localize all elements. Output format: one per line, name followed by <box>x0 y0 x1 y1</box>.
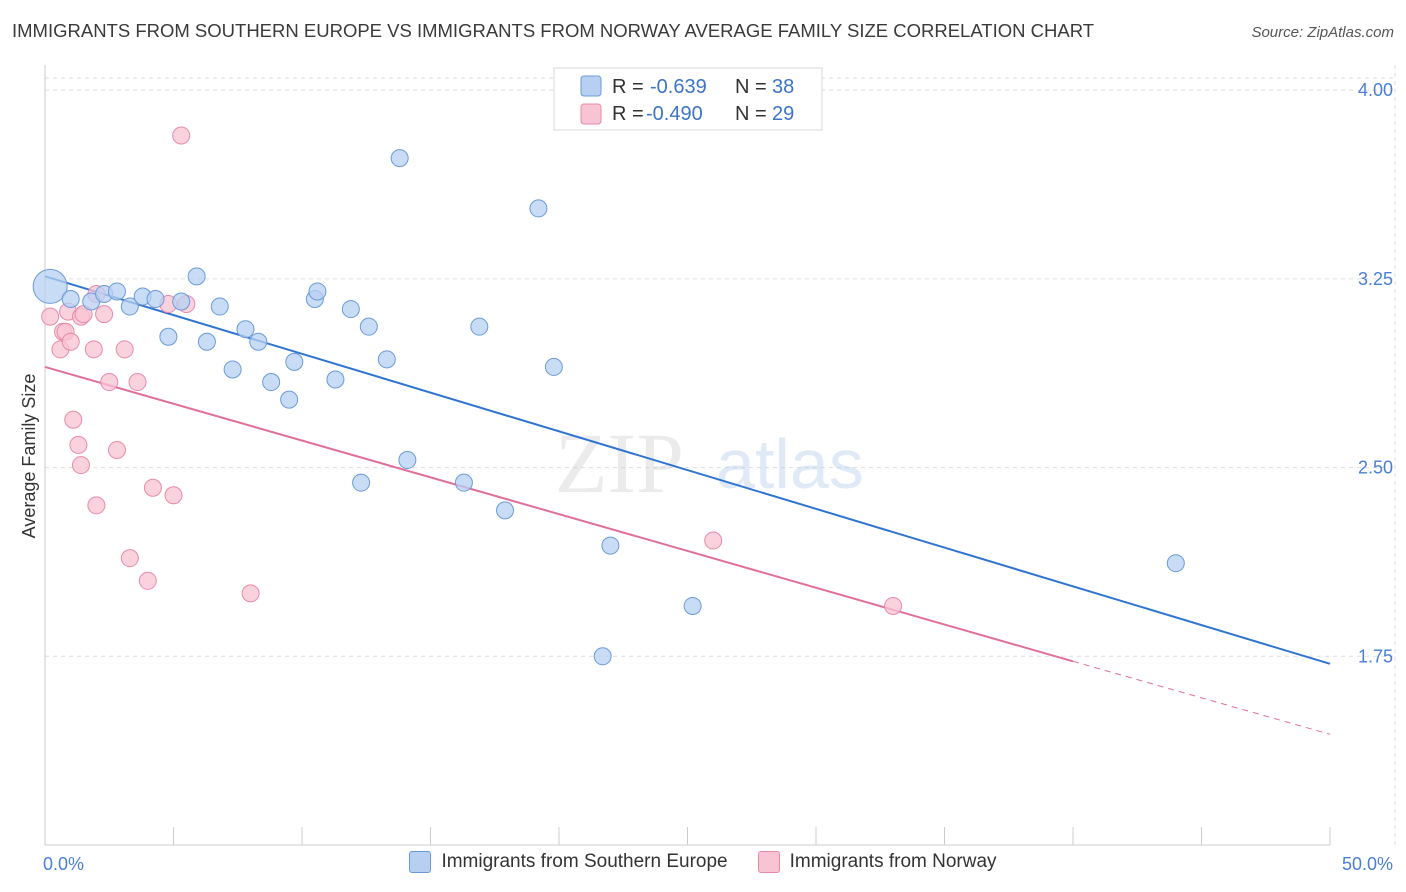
series-legend: Immigrants from Southern Europe Immigran… <box>0 851 1406 873</box>
x-tick-label-0: 0.0% <box>43 854 84 874</box>
axes <box>44 65 1331 846</box>
legend-n-label-1: N = <box>735 76 767 98</box>
point-southern-europe-36 <box>1166 554 1185 573</box>
y-tick-label-2: 3.25 <box>1358 269 1393 289</box>
point-southern-europe-33 <box>601 536 620 555</box>
point-southern-europe-7 <box>146 290 165 308</box>
trend-line-norway <box>44 365 1074 663</box>
point-southern-europe-26 <box>390 149 409 168</box>
point-norway-6 <box>64 410 83 429</box>
point-southern-europe-18 <box>285 352 304 371</box>
legend-r-value-2: -0.490 <box>646 103 703 125</box>
point-southern-europe-29 <box>470 317 489 336</box>
point-southern-europe-17 <box>280 390 299 409</box>
trend-lines <box>44 275 1331 735</box>
legend-item-norway: Immigrants from Norway <box>757 851 997 873</box>
point-southern-europe-25 <box>377 350 396 369</box>
point-norway-14 <box>95 305 114 324</box>
y-tick-label-1: 2.50 <box>1358 458 1393 478</box>
point-southern-europe-10 <box>187 267 206 286</box>
point-southern-europe-1 <box>61 290 80 308</box>
trend-line-norway-extrapolated <box>1072 660 1331 735</box>
point-norway-17 <box>115 340 134 359</box>
x-tick-label-1: 50.0% <box>1342 854 1393 874</box>
point-southern-europe-13 <box>223 360 242 379</box>
point-southern-europe-11 <box>197 332 216 351</box>
watermark-atlas: atlas <box>716 425 864 503</box>
point-southern-europe-14 <box>236 320 255 339</box>
legend-r-label-2: R = <box>612 103 644 125</box>
point-norway-7 <box>69 435 88 454</box>
point-southern-europe-23 <box>352 473 371 492</box>
point-norway-23 <box>164 486 183 505</box>
legend-swatch-southern-europe <box>409 851 432 873</box>
point-southern-europe-34 <box>593 647 612 666</box>
point-norway-20 <box>138 571 157 590</box>
legend-swatch-series1 <box>580 75 602 97</box>
legend-r-value-1: -0.639 <box>650 76 707 98</box>
point-norway-27 <box>704 531 723 550</box>
point-southern-europe-30 <box>496 501 515 520</box>
y-tick-label-3: 4.00 <box>1358 80 1393 100</box>
point-southern-europe-27 <box>398 451 417 470</box>
legend-swatch-norway <box>757 851 780 873</box>
point-southern-europe-32 <box>544 357 563 376</box>
point-norway-11 <box>84 340 103 359</box>
point-norway-5 <box>61 332 80 351</box>
source-label: Source: ZipAtlas.com <box>1251 24 1394 41</box>
legend-label-southern-europe: Immigrants from Southern Europe <box>441 851 728 872</box>
point-southern-europe-22 <box>341 300 360 319</box>
data-points <box>32 126 1185 666</box>
point-norway-15 <box>100 373 119 392</box>
point-southern-europe-12 <box>210 297 229 316</box>
point-southern-europe-5 <box>120 297 139 316</box>
point-norway-19 <box>128 373 147 392</box>
point-southern-europe-8 <box>159 327 178 346</box>
point-southern-europe-28 <box>454 473 473 492</box>
legend-label-norway: Immigrants from Norway <box>789 851 997 872</box>
legend-n-value-1: 38 <box>772 76 794 98</box>
point-norway-28 <box>884 596 903 615</box>
y-tick-label-0: 1.75 <box>1358 646 1393 666</box>
stats-legend: R = -0.639 N = 38 R = -0.490 N = 29 <box>553 67 823 131</box>
point-southern-europe-31 <box>529 199 548 218</box>
point-southern-europe-15 <box>249 332 268 351</box>
point-southern-europe-0 <box>32 268 68 304</box>
point-southern-europe-4 <box>107 282 126 301</box>
point-southern-europe-35 <box>683 596 702 615</box>
legend-item-southern-europe: Immigrants from Southern Europe <box>409 851 728 873</box>
point-norway-18 <box>120 549 139 568</box>
point-norway-25 <box>172 126 191 145</box>
legend-n-value-2: 29 <box>772 103 794 125</box>
point-norway-0 <box>41 307 60 326</box>
point-southern-europe-9 <box>172 292 191 311</box>
point-southern-europe-16 <box>262 373 281 392</box>
watermark: ZIP atlas <box>555 415 864 511</box>
point-norway-13 <box>87 496 106 515</box>
point-norway-16 <box>107 440 126 459</box>
legend-n-label-2: N = <box>735 103 767 125</box>
chart-title: IMMIGRANTS FROM SOUTHERN EUROPE VS IMMIG… <box>12 20 1095 41</box>
point-southern-europe-24 <box>359 317 378 336</box>
tick-labels: 1.75 2.50 3.25 4.00 0.0% 50.0% <box>43 80 1393 874</box>
y-axis-label: Average Family Size <box>19 374 39 539</box>
legend-swatch-series2 <box>580 103 602 125</box>
point-southern-europe-20 <box>308 282 327 301</box>
point-norway-21 <box>143 478 162 497</box>
point-southern-europe-21 <box>326 370 345 389</box>
legend-r-label-1: R = <box>612 76 644 98</box>
point-norway-8 <box>71 456 90 475</box>
point-norway-26 <box>241 584 260 603</box>
